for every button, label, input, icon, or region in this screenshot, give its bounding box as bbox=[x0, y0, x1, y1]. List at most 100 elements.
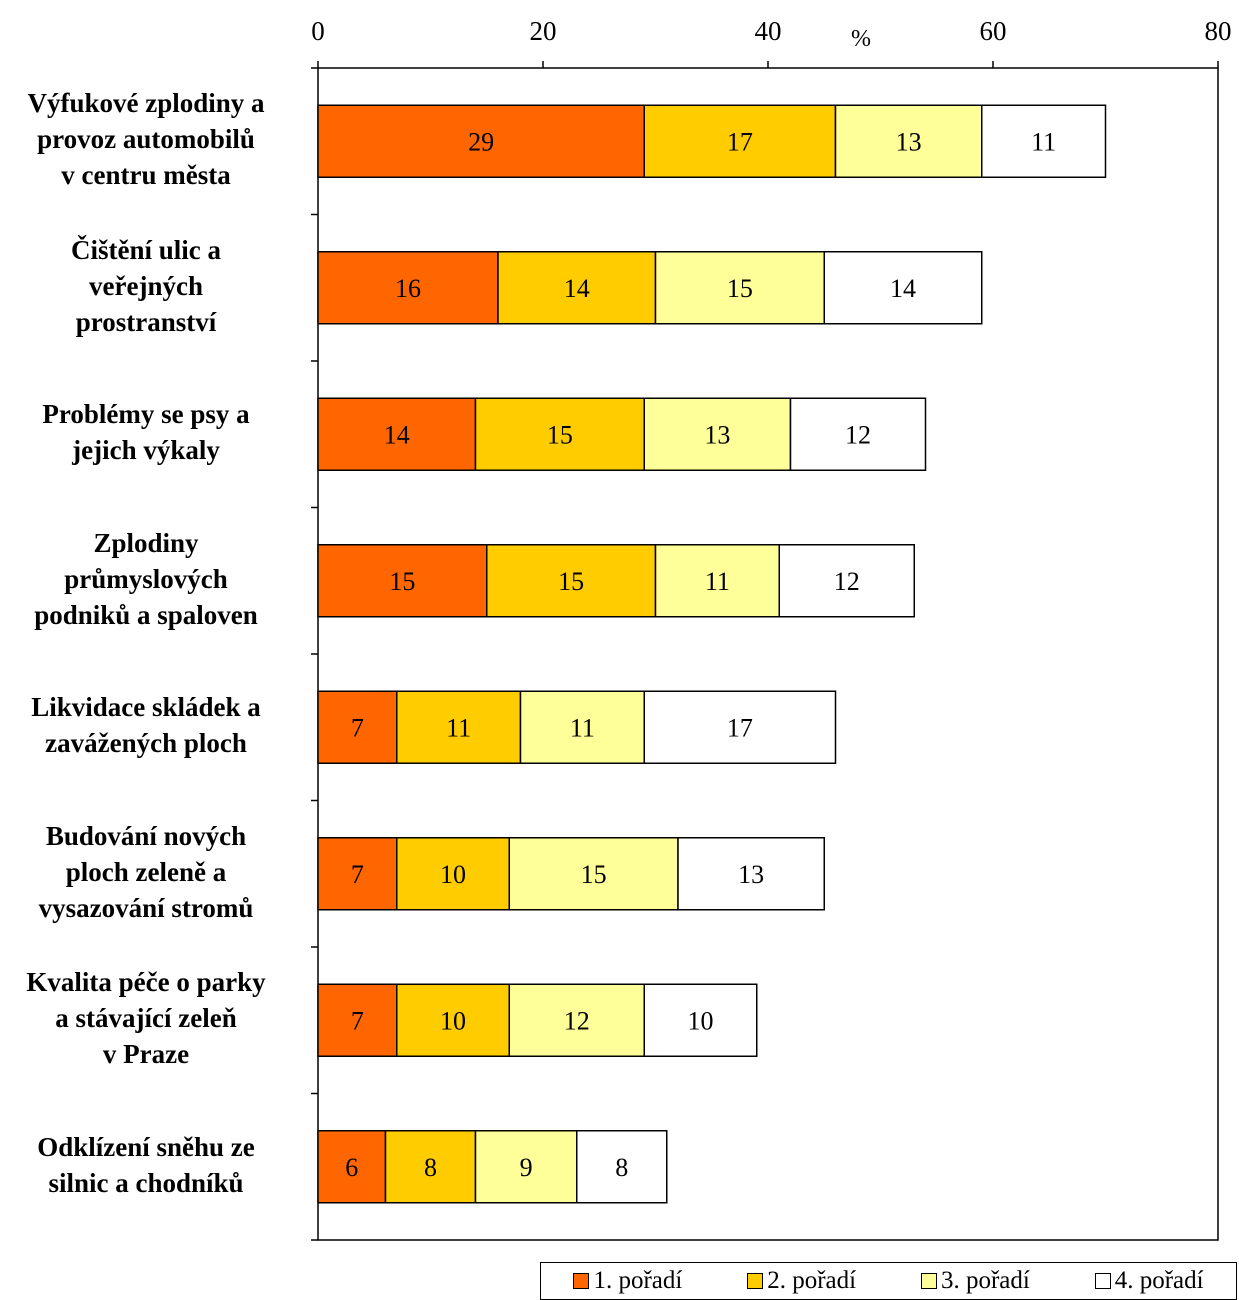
data-label: 10 bbox=[688, 1006, 714, 1035]
x-tick-label: 0 bbox=[311, 16, 325, 46]
bar-segment-2 bbox=[486, 544, 657, 618]
bar-segment-1 bbox=[317, 544, 488, 618]
data-label: 13 bbox=[704, 420, 730, 449]
bar-segment-4 bbox=[778, 544, 915, 618]
data-label: 10 bbox=[440, 860, 466, 889]
legend-swatch bbox=[1094, 1273, 1111, 1289]
data-label: 6 bbox=[345, 1153, 358, 1182]
data-label: 13 bbox=[738, 860, 764, 889]
legend-item: 2. pořadí bbox=[747, 1267, 856, 1295]
category-label-line: Budování nových bbox=[45, 820, 247, 851]
bar-segment-4 bbox=[823, 251, 983, 325]
category-label: Čištění ulic a veřejných prostranství bbox=[0, 232, 292, 340]
data-label: 7 bbox=[351, 713, 364, 742]
category-label-line: Kvalita péče o parky bbox=[26, 967, 266, 998]
data-label: 29 bbox=[468, 127, 494, 156]
data-label: 11 bbox=[705, 567, 730, 596]
category-label-line: vysazování stromů bbox=[38, 892, 254, 923]
data-label: 14 bbox=[564, 274, 590, 303]
data-label: 13 bbox=[896, 127, 922, 156]
bar-segment-4 bbox=[677, 837, 825, 911]
bar-segment-4 bbox=[643, 690, 837, 764]
legend-label: 3. pořadí bbox=[940, 1267, 1030, 1294]
category-label: Likvidace skládek a zavážených ploch bbox=[0, 689, 292, 761]
data-label: 15 bbox=[727, 274, 753, 303]
data-label: 16 bbox=[395, 274, 421, 303]
bar-segment-2 bbox=[497, 251, 657, 325]
bar-segment-2 bbox=[396, 690, 522, 764]
legend-swatch bbox=[920, 1273, 937, 1289]
category-label: Problémy se psy a jejich výkaly bbox=[0, 396, 292, 468]
bar-segment-1 bbox=[317, 837, 398, 911]
bar-segment-4 bbox=[789, 397, 927, 471]
category-label: Odklízení sněhu ze silnic a chodníků bbox=[0, 1129, 292, 1201]
category-label-line: Čištění ulic a bbox=[70, 234, 221, 265]
category-label-line: podniků a spaloven bbox=[34, 599, 258, 630]
category-label-line: Výfukové zplodiny a bbox=[27, 88, 265, 119]
legend-swatch bbox=[573, 1273, 590, 1289]
plot-frame bbox=[317, 67, 1219, 1241]
bar-segment-1 bbox=[317, 983, 398, 1057]
data-label: 17 bbox=[727, 713, 753, 742]
bar-segment-1 bbox=[317, 397, 477, 471]
legend-label: 2. pořadí bbox=[767, 1267, 857, 1294]
category-label-line: v centru města bbox=[61, 160, 231, 191]
data-label: 9 bbox=[520, 1153, 533, 1182]
bar-segment-4 bbox=[576, 1130, 668, 1204]
category-label-line: silnic a chodníků bbox=[48, 1167, 244, 1198]
category-label: Zplodiny průmyslových podniků a spaloven bbox=[0, 525, 292, 633]
data-label: 12 bbox=[564, 1006, 590, 1035]
legend-label: 1. pořadí bbox=[593, 1267, 683, 1294]
category-label-line: Likvidace skládek a bbox=[31, 692, 261, 723]
data-label: 11 bbox=[570, 713, 595, 742]
category-label-line: a stávající zeleň bbox=[55, 1003, 237, 1034]
bar-segment-3 bbox=[654, 544, 780, 618]
category-label-line: průmyslových bbox=[64, 563, 228, 594]
category-label: Budování nových ploch zeleně a vysazování … bbox=[0, 818, 292, 926]
category-label-line: ploch zeleně a bbox=[65, 856, 227, 887]
category-label-line: Problémy se psy a bbox=[42, 399, 250, 430]
bar-segment-4 bbox=[643, 983, 758, 1057]
bar-segment-2 bbox=[396, 983, 510, 1057]
category-label-line: v Praze bbox=[102, 1039, 190, 1070]
data-label: 12 bbox=[834, 567, 860, 596]
data-label: 8 bbox=[615, 1153, 628, 1182]
legend: 1. pořadí 2. pořadí 3. pořadí 4. pořadí bbox=[540, 1262, 1237, 1300]
legend-item: 3. pořadí bbox=[920, 1267, 1030, 1295]
bar-segment-2 bbox=[396, 837, 510, 911]
legend-item: 1. pořadí bbox=[573, 1267, 682, 1295]
x-axis-label: % bbox=[851, 26, 871, 52]
bar-segment-3 bbox=[508, 983, 645, 1057]
data-label: 7 bbox=[351, 1006, 364, 1035]
x-tick-label: 40 bbox=[755, 16, 782, 46]
data-label: 15 bbox=[547, 420, 573, 449]
bar-segment-1 bbox=[317, 1130, 387, 1204]
category-label-line: Odklízení sněhu ze bbox=[37, 1131, 255, 1162]
data-label: 12 bbox=[845, 420, 871, 449]
bar-segment-3 bbox=[834, 104, 983, 178]
data-label: 11 bbox=[446, 713, 471, 742]
x-tick-label: 60 bbox=[980, 16, 1007, 46]
category-label: Kvalita péče o parky a stávající zeleň v P… bbox=[0, 964, 292, 1072]
x-tick-label: 80 bbox=[1205, 16, 1232, 46]
legend-item: 4. pořadí bbox=[1094, 1267, 1204, 1295]
bar-segment-1 bbox=[317, 690, 398, 764]
legend-swatch bbox=[747, 1273, 764, 1289]
data-label: 8 bbox=[424, 1153, 437, 1182]
bar-segment-3 bbox=[654, 251, 825, 325]
data-label: 14 bbox=[890, 274, 916, 303]
category-label: Výfukové zplodiny a provoz automobilů v ce… bbox=[0, 85, 292, 193]
category-label-line: jejich výkaly bbox=[72, 435, 220, 466]
data-label: 10 bbox=[440, 1006, 466, 1035]
data-label: 14 bbox=[384, 420, 410, 449]
data-label: 7 bbox=[351, 860, 364, 889]
x-tick-label: 20 bbox=[530, 16, 557, 46]
category-label-line: veřejných bbox=[89, 270, 203, 301]
data-label: 15 bbox=[581, 860, 607, 889]
bar-segment-3 bbox=[508, 837, 679, 911]
data-label: 15 bbox=[558, 567, 584, 596]
bar-segment-3 bbox=[474, 1130, 578, 1204]
legend-label: 4. pořadí bbox=[1114, 1267, 1204, 1294]
data-label: 15 bbox=[389, 567, 415, 596]
